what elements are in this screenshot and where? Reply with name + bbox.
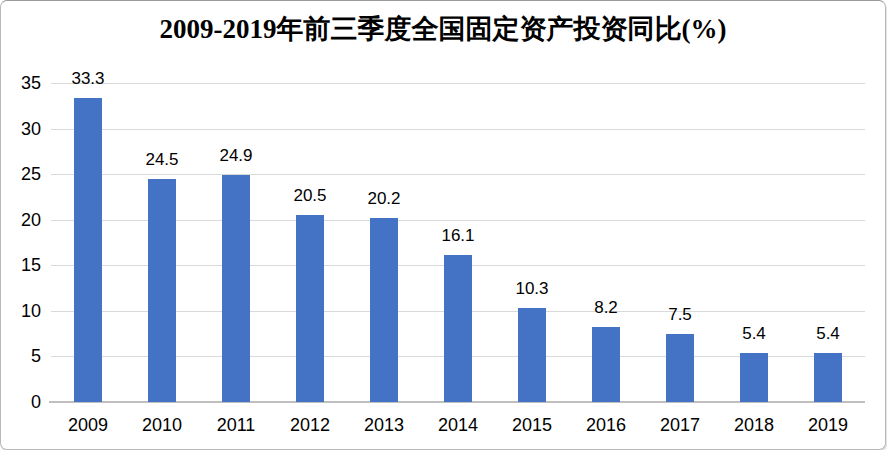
y-axis-tick-label: 15 — [1, 254, 41, 276]
bar-value-label-2018: 5.4 — [719, 324, 789, 344]
bar-2011 — [222, 175, 250, 402]
horizontal-gridline — [51, 83, 865, 84]
bar-value-label-2019: 5.4 — [793, 324, 863, 344]
plot-area: 0510152025303533.3200924.5201024.9201120… — [1, 1, 886, 450]
bar-2019 — [814, 353, 842, 402]
bar-value-label-2011: 24.9 — [201, 146, 271, 166]
bar-value-label-2013: 20.2 — [349, 189, 419, 209]
x-axis-tick-label-2009: 2009 — [53, 414, 123, 436]
bar-2012 — [296, 215, 324, 402]
bar-2009 — [74, 98, 102, 402]
x-axis-tick-label-2019: 2019 — [793, 414, 863, 436]
y-axis-tick-label: 20 — [1, 209, 41, 231]
y-axis-tick-label: 10 — [1, 300, 41, 322]
bar-2015 — [518, 308, 546, 402]
bar-2010 — [148, 179, 176, 402]
bar-value-label-2016: 8.2 — [571, 298, 641, 318]
x-axis-tick-label-2010: 2010 — [127, 414, 197, 436]
bar-2016 — [592, 327, 620, 402]
x-axis-tick-label-2015: 2015 — [497, 414, 567, 436]
bar-2013 — [370, 218, 398, 402]
x-axis-tick-label-2017: 2017 — [645, 414, 715, 436]
x-axis-tick-label-2012: 2012 — [275, 414, 345, 436]
bar-value-label-2014: 16.1 — [423, 226, 493, 246]
y-axis-tick-label: 0 — [1, 391, 41, 413]
bar-value-label-2010: 24.5 — [127, 150, 197, 170]
bar-2017 — [666, 334, 694, 402]
bar-value-label-2009: 33.3 — [53, 69, 123, 89]
x-axis-tick-label-2016: 2016 — [571, 414, 641, 436]
chart-container: 2009-2019年前三季度全国固定资产投资同比(%) 051015202530… — [0, 0, 886, 450]
bar-2018 — [740, 353, 768, 402]
y-axis-tick-label: 30 — [1, 118, 41, 140]
horizontal-gridline — [51, 174, 865, 175]
x-axis-tick-label-2018: 2018 — [719, 414, 789, 436]
bar-2014 — [444, 255, 472, 402]
bar-value-label-2015: 10.3 — [497, 279, 567, 299]
bar-value-label-2012: 20.5 — [275, 186, 345, 206]
x-axis-tick-label-2014: 2014 — [423, 414, 493, 436]
x-axis-tick-label-2011: 2011 — [201, 414, 271, 436]
y-axis-tick-label: 5 — [1, 345, 41, 367]
y-axis-tick-label: 25 — [1, 163, 41, 185]
y-axis-tick-label: 35 — [1, 72, 41, 94]
horizontal-gridline — [51, 129, 865, 130]
x-axis-tick-label-2013: 2013 — [349, 414, 419, 436]
bar-value-label-2017: 7.5 — [645, 305, 715, 325]
